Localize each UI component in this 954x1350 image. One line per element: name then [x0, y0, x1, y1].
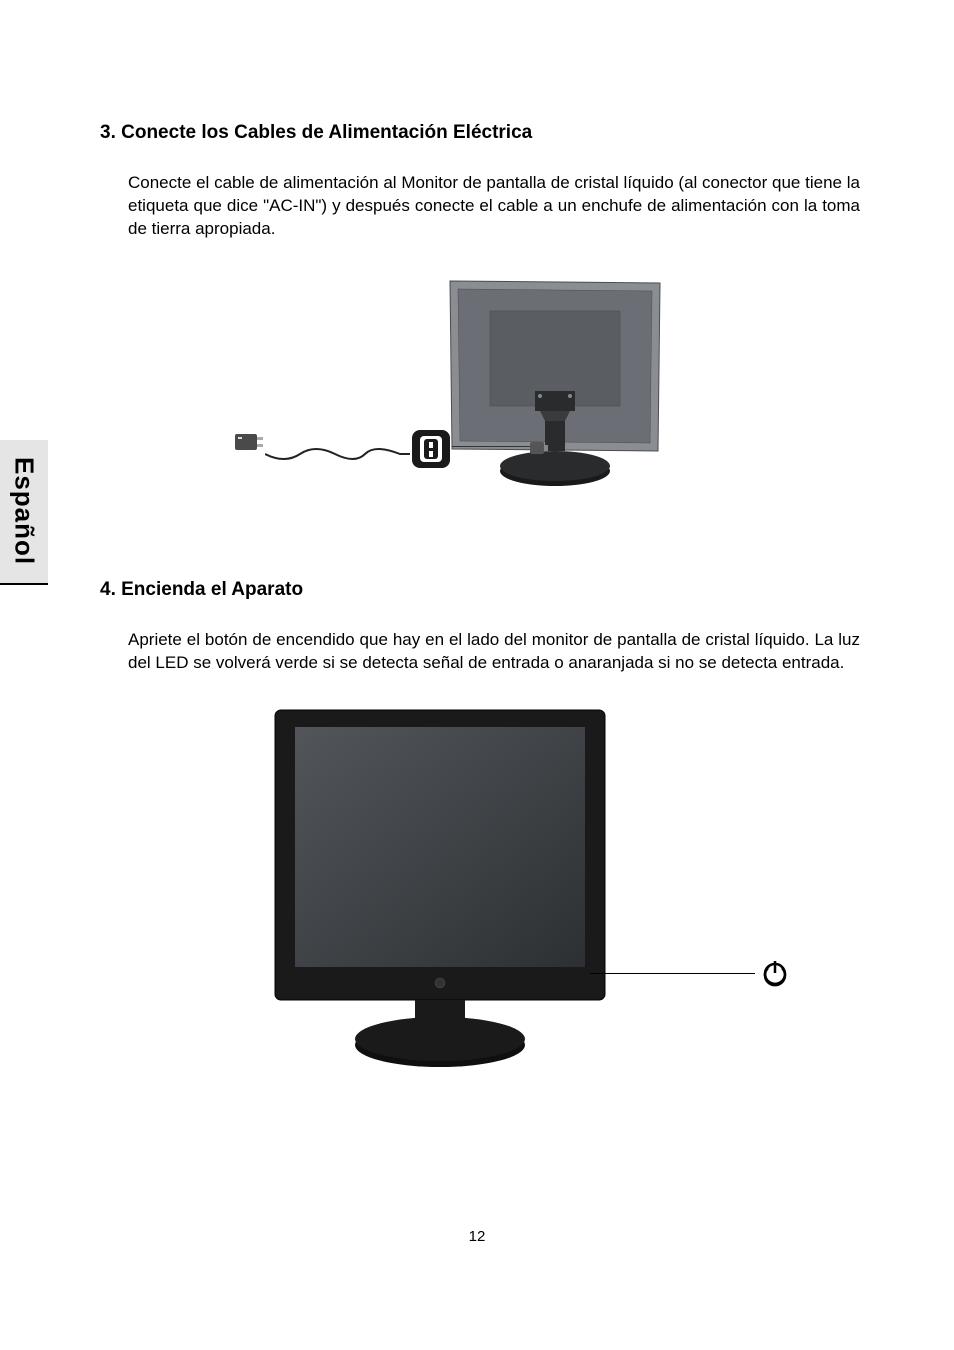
- cable-segment: [452, 446, 532, 447]
- section-3-body: Conecte el cable de alimentación al Moni…: [100, 172, 860, 241]
- page-content: 3. Conecte los Cables de Alimentación El…: [100, 122, 860, 1085]
- language-tab-label: Español: [9, 457, 40, 565]
- power-icon: [760, 957, 790, 987]
- figure-power-cable: [100, 271, 860, 521]
- page-number: 12: [0, 1228, 954, 1245]
- cable-wire-icon: [265, 446, 410, 466]
- section-4-body: Apriete el botón de encendido que hay en…: [100, 629, 860, 675]
- ac-inlet-icon: [530, 442, 548, 454]
- ac-connector-icon: [410, 428, 452, 470]
- figure-power-button: [100, 705, 860, 1085]
- section-3-heading: 3. Conecte los Cables de Alimentación El…: [100, 122, 860, 144]
- section-4: 4. Encienda el Aparato Apriete el botón …: [100, 579, 860, 1085]
- power-plug-icon: [235, 431, 267, 453]
- section-3: 3. Conecte los Cables de Alimentación El…: [100, 122, 860, 521]
- section-4-heading: 4. Encienda el Aparato: [100, 579, 860, 601]
- monitor-front-illustration: [270, 705, 610, 1075]
- language-tab: Español: [0, 440, 48, 585]
- monitor-back-illustration: [440, 271, 670, 501]
- callout-line: [590, 973, 755, 974]
